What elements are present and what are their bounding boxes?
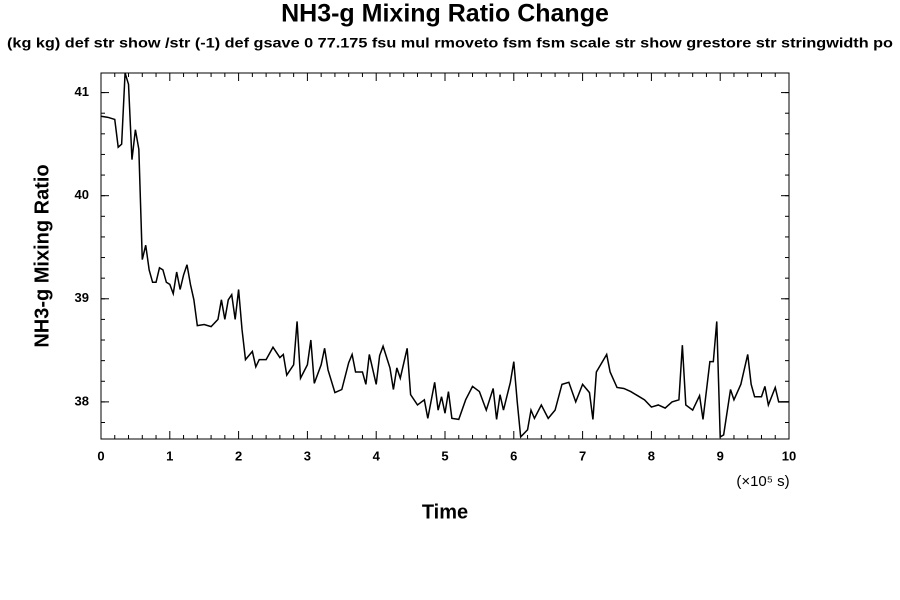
x-tick-label: 6 bbox=[510, 448, 517, 463]
x-axis-unit: (×10⁵ s) bbox=[736, 473, 789, 490]
x-tick-label: 10 bbox=[782, 448, 796, 463]
y-tick-label: 38 bbox=[75, 393, 89, 408]
y-axis-label: NH3-g Mixing Ratio bbox=[31, 164, 53, 347]
x-tick-label: 4 bbox=[373, 448, 381, 463]
x-tick-label: 1 bbox=[166, 448, 173, 463]
chart-subtitle: (kg kg) def str show /str (-1) def gsave… bbox=[7, 35, 893, 51]
x-axis-label: Time bbox=[422, 501, 468, 523]
x-tick-label: 8 bbox=[648, 448, 655, 463]
x-tick-label: 7 bbox=[579, 448, 586, 463]
y-tick-label: 40 bbox=[75, 187, 89, 202]
chart-title: NH3-g Mixing Ratio Change bbox=[281, 0, 609, 28]
y-tick-label: 41 bbox=[75, 84, 89, 99]
x-tick-label: 3 bbox=[304, 448, 311, 463]
data-line bbox=[101, 73, 789, 439]
x-tick-label: 2 bbox=[235, 448, 242, 463]
x-tick-label: 0 bbox=[97, 448, 104, 463]
x-tick-label: 9 bbox=[717, 448, 724, 463]
y-tick-label: 39 bbox=[75, 290, 89, 305]
x-tick-label: 5 bbox=[441, 448, 448, 463]
